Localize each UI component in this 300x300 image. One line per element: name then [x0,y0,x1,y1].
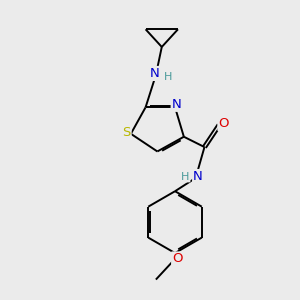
Text: H: H [181,172,190,182]
Text: N: N [193,170,203,183]
Text: O: O [172,252,183,266]
Text: N: N [149,67,159,80]
Text: S: S [122,126,130,139]
Text: H: H [164,72,172,82]
Text: N: N [172,98,182,111]
Text: O: O [218,117,229,130]
